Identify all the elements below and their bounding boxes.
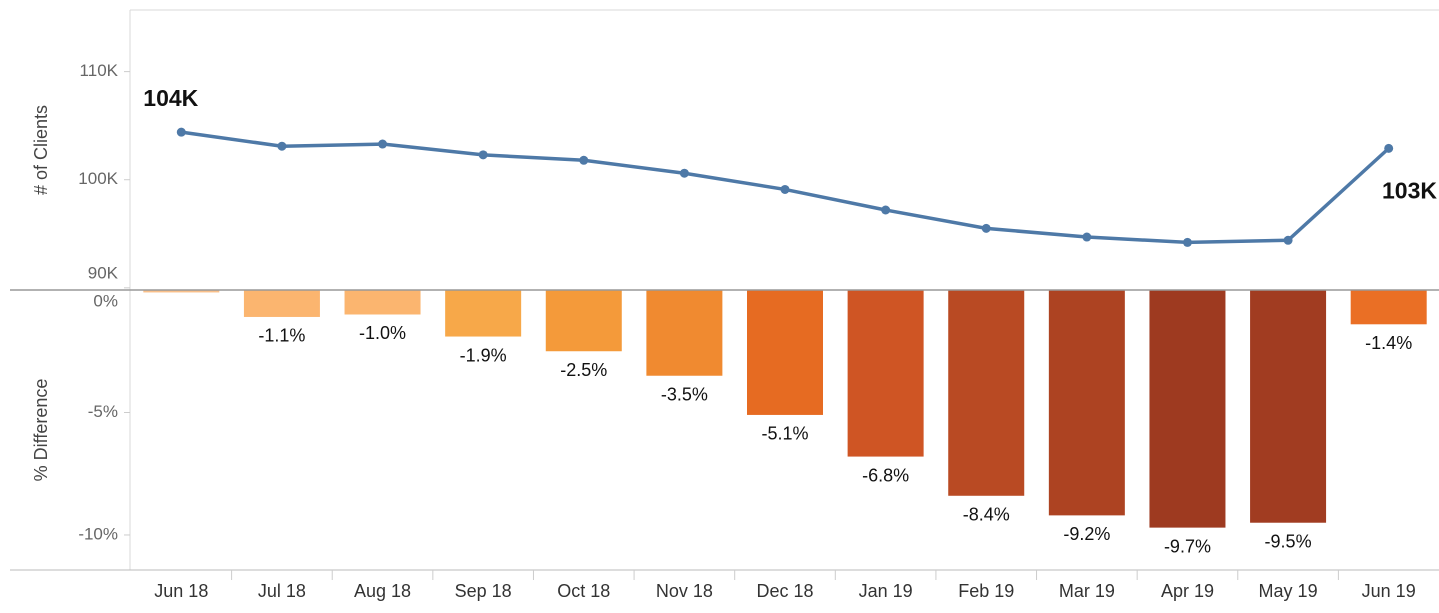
x-tick-label: Jun 18 (154, 581, 208, 601)
point (780, 184, 790, 194)
x-tick-label: Nov 18 (656, 581, 713, 601)
point (478, 150, 488, 160)
bar (344, 290, 421, 315)
point (1384, 143, 1394, 153)
data-label: -5.1% (761, 424, 808, 444)
bar (1250, 290, 1327, 523)
bar (545, 290, 622, 352)
data-label: -3.5% (661, 384, 708, 404)
x-tick-label: Jun 19 (1362, 581, 1416, 601)
data-label: -1.9% (460, 345, 507, 365)
point (679, 168, 689, 178)
bar (646, 290, 723, 376)
y-tick-label: -10% (78, 524, 118, 543)
annotation: 104K (143, 85, 198, 111)
bar (1350, 290, 1427, 325)
point (378, 139, 388, 149)
data-label: -1.4% (1365, 333, 1412, 353)
x-tick-label: Oct 18 (557, 581, 610, 601)
bar (243, 290, 320, 317)
data-label: -6.8% (862, 465, 909, 485)
data-label: -9.7% (1164, 536, 1211, 556)
x-tick-label: Sep 18 (455, 581, 512, 601)
point (1082, 232, 1092, 242)
point (981, 223, 991, 233)
y-axis-title: % Difference (31, 379, 51, 482)
point (881, 205, 891, 215)
bar (143, 290, 220, 293)
bar (948, 290, 1025, 496)
data-label: -2.5% (560, 360, 607, 380)
data-label: -1.0% (359, 323, 406, 343)
y-tick-label: 0% (93, 291, 118, 310)
data-label: -9.2% (1063, 524, 1110, 544)
annotation: 103K (1382, 177, 1437, 203)
bar (847, 290, 924, 457)
y-tick-label: 90K (88, 263, 119, 282)
point (579, 155, 589, 165)
point (176, 127, 186, 137)
x-tick-label: Apr 19 (1161, 581, 1214, 601)
bar (747, 290, 823, 415)
x-tick-label: Jul 18 (258, 581, 306, 601)
y-tick-label: 110K (80, 61, 119, 80)
x-tick-label: Mar 19 (1059, 581, 1115, 601)
data-label: -9.5% (1265, 531, 1312, 551)
y-axis-title: # of Clients (31, 105, 51, 195)
bar (1048, 290, 1125, 516)
point (1182, 237, 1192, 247)
point (277, 141, 287, 151)
x-tick-label: Jan 19 (859, 581, 913, 601)
x-tick-label: May 19 (1259, 581, 1318, 601)
data-label: -8.4% (963, 505, 1010, 525)
y-tick-label: -5% (88, 402, 118, 421)
y-tick-label: 100K (78, 169, 118, 188)
x-tick-label: Dec 18 (756, 581, 813, 601)
point (1283, 235, 1293, 245)
bar (445, 290, 522, 337)
x-tick-label: Feb 19 (958, 581, 1014, 601)
bar (1149, 290, 1226, 528)
data-label: -1.1% (258, 326, 305, 346)
x-tick-label: Aug 18 (354, 581, 411, 601)
